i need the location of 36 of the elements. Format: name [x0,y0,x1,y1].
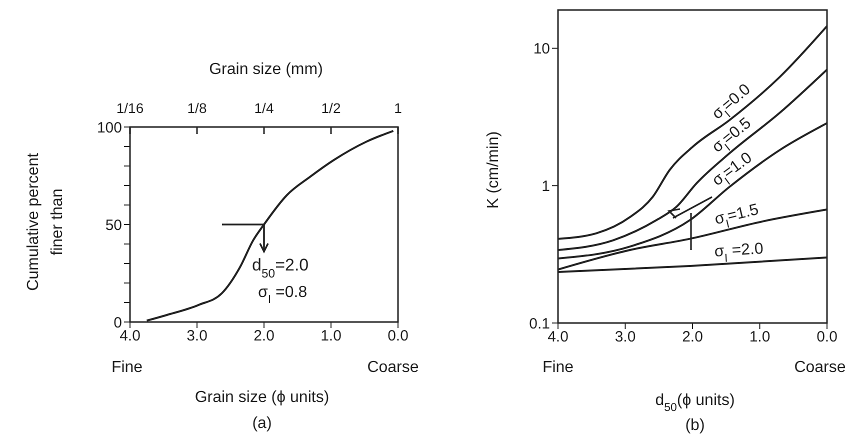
y-tick-label: 1 [542,178,550,195]
series-label: σ$_{I}$ =2.0 [714,240,764,265]
text: Coarse [367,359,419,376]
text: (a) [252,415,272,432]
y-tick-label: 100 [96,119,122,136]
x2-tick-label: 1/4 [254,100,274,116]
x-axis-title: d$_{50}$(ϕ units) [655,392,735,414]
x2-tick-label: 1/16 [116,100,144,116]
y-tick-label: 10 [533,40,550,58]
y-tick-label: 0 [114,314,122,332]
x2-tick-label: 1/2 [321,100,341,116]
x-tick-label: 0.0 [816,328,838,346]
x2-tick-label: 1 [394,100,402,116]
x-tick-label: 2.0 [682,328,703,346]
legend-label: σ$_{I}$=1.5 [712,201,760,231]
text: (b) [685,417,705,434]
x-tick-label: 0.0 [388,328,408,345]
x-axis-title: Grain size (ϕ units) [194,389,330,406]
x-tick-label: 1.0 [749,328,770,346]
x-tick-label: 4.0 [120,328,140,345]
x-tick-label: 2.0 [254,328,274,345]
x2-tick-label: 1/8 [187,100,207,116]
y-tick-label: 50 [105,216,122,234]
y-axis-title: K (cm/min) [485,131,502,209]
annotation: d$_{50}$=2.0 [252,256,309,280]
x-tick-label: 1.0 [320,328,342,345]
x-tick-label: 4.0 [548,328,568,346]
x2-axis-title: Grain size (mm) [209,61,323,78]
x-tick-label: 3.0 [186,328,208,345]
text: Fine [111,359,143,376]
annotation: σ$_{I}$ =0.8 [258,284,308,306]
y-tick-label: 0.1 [529,315,550,332]
text: Fine [542,359,574,376]
x-tick-label: 3.0 [614,328,636,346]
y-axis-title: Cumulative percent finer than [25,152,66,291]
text: Coarse [794,359,846,376]
